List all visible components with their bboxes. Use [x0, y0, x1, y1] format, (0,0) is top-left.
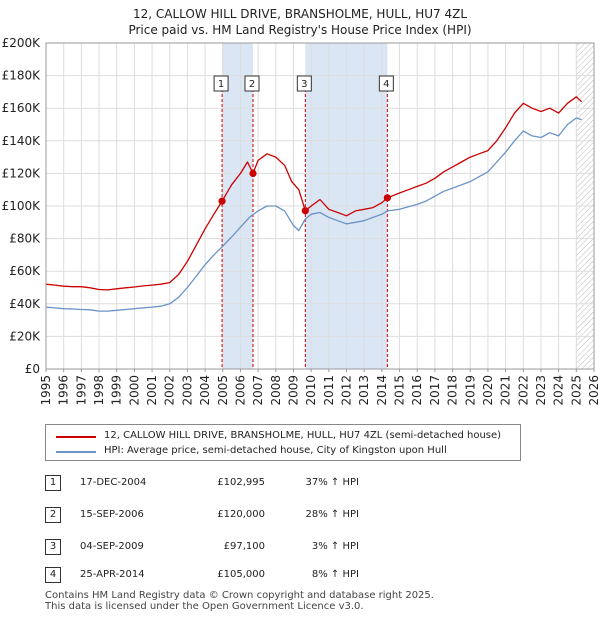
x-tick-label: 1998: [92, 375, 106, 406]
transaction-number: 4: [45, 567, 61, 583]
chart-title-line2: Price paid vs. HM Land Registry's House …: [128, 23, 472, 37]
transaction-price: £102,995: [217, 477, 265, 488]
x-tick-label: 2015: [393, 375, 407, 406]
legend-property-swatch: [56, 436, 96, 438]
transaction-price: £120,000: [217, 509, 265, 520]
x-tick-label: 2011: [322, 375, 336, 406]
y-tick-label: £20K: [9, 329, 41, 343]
x-tick-label: 2002: [163, 375, 177, 406]
x-tick-label: 2025: [569, 375, 583, 406]
x-tick-label: 2021: [499, 375, 513, 406]
transaction-date: 15-SEP-2006: [80, 509, 144, 520]
y-tick-label: £40K: [9, 297, 41, 311]
sale-marker-layer: 1 2 3 4: [213, 75, 394, 215]
transaction-date: 25-APR-2014: [80, 569, 145, 580]
transaction-hpi: 8% ↑ HPI: [311, 569, 359, 580]
footer-line1: Contains HM Land Registry data © Crown c…: [45, 590, 434, 601]
y-tick-label: £180K: [2, 69, 42, 83]
transaction-price: £105,000: [217, 569, 265, 580]
transaction-number: 2: [45, 507, 61, 523]
price-chart: 1 2 3 4 £0 £20K £40K £60K £80K £100K £120K £140K £1…: [2, 36, 600, 406]
y-tick-label: £0: [25, 362, 40, 376]
x-tick-label: 2008: [269, 375, 283, 406]
legend-hpi-label: HPI: Average price, semi-detached house,…: [104, 445, 447, 456]
x-tick-label: 2009: [286, 375, 300, 406]
x-tick-label: 2001: [145, 375, 159, 406]
footer: Contains HM Land Registry data © Crown c…: [45, 590, 434, 612]
footer-line2: This data is licensed under the Open Gov…: [45, 601, 364, 612]
x-tick-label: 1996: [57, 375, 71, 406]
x-tick-label: 2016: [410, 375, 424, 406]
x-tick-label: 2010: [304, 375, 318, 406]
legend-property-label: 12, CALLOW HILL DRIVE, BRANSHOLME, HULL,…: [104, 430, 502, 441]
sale-marker-label: 3: [301, 79, 307, 90]
y-tick-label: £60K: [9, 264, 41, 278]
y-tick-label: £120K: [2, 166, 42, 180]
sale-point: [249, 169, 257, 177]
x-tick-label: 2017: [428, 375, 442, 406]
sale-marker-box: [244, 75, 260, 92]
sale-point: [218, 197, 226, 205]
transaction-hpi: 3% ↑ HPI: [311, 541, 359, 552]
series-line-property: [45, 96, 583, 291]
x-tick-label: 2013: [357, 375, 371, 406]
x-tick-label: 1995: [39, 375, 53, 406]
y-tick-label: £200K: [2, 36, 42, 50]
x-tick-label: 2019: [463, 375, 477, 406]
series-layer: [45, 96, 583, 312]
y-tick-label: £100K: [2, 199, 42, 213]
legend: 12, CALLOW HILL DRIVE, BRANSHOLME, HULL,…: [45, 424, 521, 461]
transaction-hpi: 28% ↑ HPI: [305, 509, 359, 520]
transaction-number: 3: [45, 539, 61, 555]
x-tick-label: 2024: [552, 375, 566, 406]
sale-point: [383, 194, 391, 202]
axis-layer: £0 £20K £40K £60K £80K £100K £120K £140K £160K £1…: [2, 36, 600, 406]
sale-marker-box: [213, 75, 229, 92]
sale-marker-label: 4: [383, 79, 389, 90]
sale-marker-label: 1: [218, 79, 224, 90]
y-tick-label: £80K: [9, 232, 41, 246]
transaction-number: 1: [45, 475, 61, 491]
x-tick-label: 2005: [216, 375, 230, 406]
x-tick-label: 2004: [198, 375, 212, 406]
x-tick-label: 2023: [534, 375, 548, 406]
x-tick-label: 2006: [233, 375, 247, 406]
sale-marker-box: [378, 75, 394, 92]
x-tick-label: 2026: [587, 375, 600, 406]
transaction-hpi: 37% ↑ HPI: [305, 477, 359, 488]
transaction-date: 04-SEP-2009: [80, 541, 144, 552]
sale-point: [301, 207, 309, 215]
x-tick-label: 2000: [127, 375, 141, 406]
x-tick-label: 2014: [375, 375, 389, 406]
x-tick-label: 2020: [481, 375, 495, 406]
x-tick-label: 2022: [516, 375, 530, 406]
x-tick-label: 1999: [110, 375, 124, 406]
y-tick-label: £140K: [2, 134, 42, 148]
x-tick-label: 2007: [251, 375, 265, 406]
sale-marker-label: 2: [249, 79, 255, 90]
plot-border: [45, 42, 595, 370]
x-tick-label: 2012: [340, 375, 354, 406]
chart-title-line1: 12, CALLOW HILL DRIVE, BRANSHOLME, HULL,…: [132, 7, 468, 21]
x-tick-label: 2018: [446, 375, 460, 406]
y-tick-label: £160K: [2, 101, 42, 115]
series-line-hpi: [45, 117, 582, 312]
sale-vline-layer: [221, 79, 388, 369]
sale-marker-box: [296, 75, 312, 92]
x-tick-label: 2003: [180, 375, 194, 406]
legend-hpi-swatch: [56, 451, 96, 453]
transaction-date: 17-DEC-2004: [80, 477, 147, 488]
transaction-price: £97,100: [223, 541, 265, 552]
chart-title: 12, CALLOW HILL DRIVE, BRANSHOLME, HULL,…: [0, 6, 600, 38]
x-tick-label: 1997: [74, 375, 88, 406]
